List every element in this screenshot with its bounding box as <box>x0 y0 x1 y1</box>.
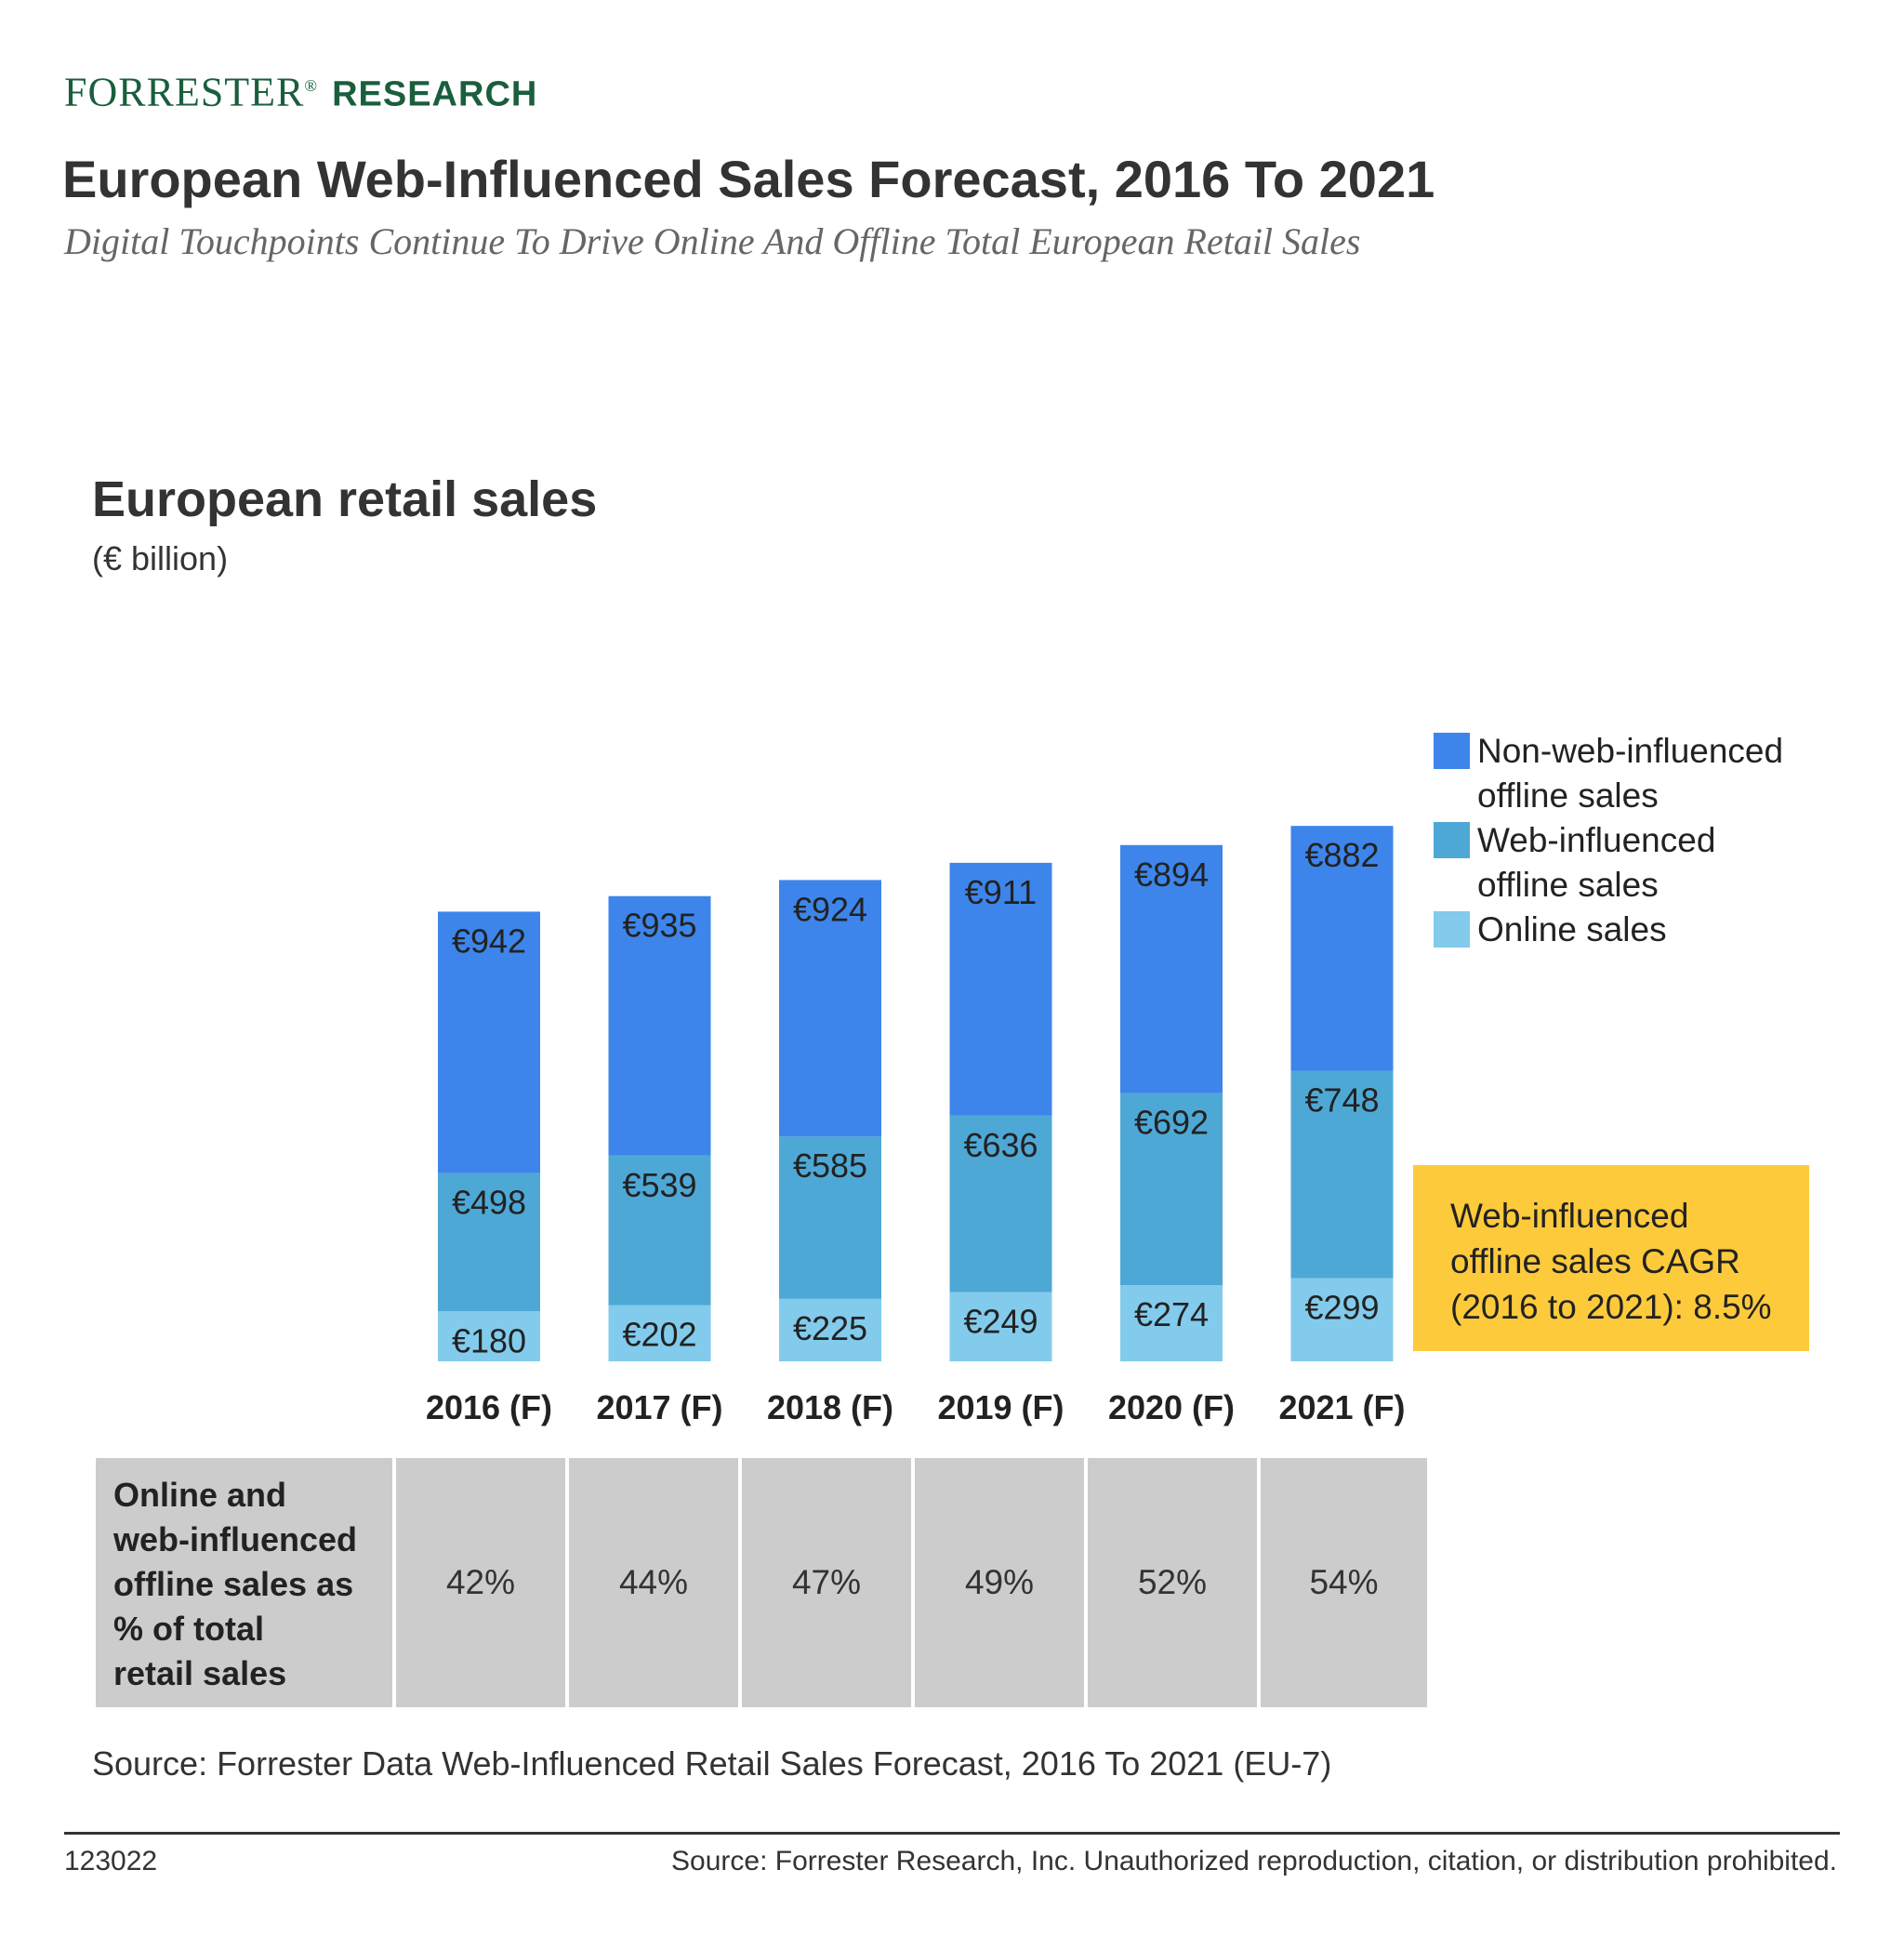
x-tick-label-3: 2019 (F) <box>937 1388 1064 1426</box>
page-subtitle: Digital Touchpoints Continue To Drive On… <box>64 220 1361 262</box>
data-label-non-web-2: €924 <box>793 890 867 928</box>
bar-segment-non-web-3 <box>949 862 1052 1116</box>
share-table: Online and web-influenced offline sales … <box>96 1458 1427 1707</box>
share-cell-2020: 52% <box>1088 1458 1257 1707</box>
share-row-label: Online and web-influenced offline sales … <box>96 1458 392 1707</box>
bar-segment-non-web-1 <box>608 895 711 1156</box>
page-title: European Web-Influenced Sales Forecast, … <box>62 150 1435 208</box>
bar-segment-non-web-2 <box>779 880 881 1137</box>
data-label-online-0: €180 <box>452 1321 526 1359</box>
cagr-callout: Web-influenced offline sales CAGR (2016 … <box>1413 1165 1809 1351</box>
x-tick-label-5: 2021 (F) <box>1278 1388 1405 1426</box>
x-tick-label-0: 2016 (F) <box>426 1388 552 1426</box>
data-label-online-1: €202 <box>622 1316 696 1354</box>
footer-id: 123022 <box>64 1846 158 1876</box>
share-cell-2021: 54% <box>1261 1458 1427 1707</box>
legend-swatch-online <box>1434 911 1470 948</box>
data-label-online-5: €299 <box>1304 1289 1379 1327</box>
data-label-web-3: €636 <box>963 1126 1038 1164</box>
bar-segment-web-3 <box>949 1115 1052 1293</box>
bar-segment-online-2 <box>779 1298 881 1361</box>
legend-swatch-non-web <box>1434 733 1470 769</box>
brand-registered-mark: ® <box>304 76 318 95</box>
bar-segment-non-web-0 <box>438 911 540 1173</box>
data-label-web-2: €585 <box>793 1147 867 1185</box>
data-label-non-web-4: €894 <box>1134 855 1209 894</box>
chart-unit: (€ billion) <box>92 539 229 577</box>
legend-label-online: Online sales <box>1477 910 1667 948</box>
bar-segment-online-0 <box>438 1311 540 1361</box>
data-label-non-web-0: €942 <box>452 921 526 960</box>
x-tick-label-2: 2018 (F) <box>767 1388 893 1426</box>
bar-segment-non-web-4 <box>1120 844 1223 1094</box>
data-label-online-3: €249 <box>963 1303 1038 1341</box>
chart-source-note: Source: Forrester Data Web-Influenced Re… <box>92 1744 1332 1783</box>
bar-segment-web-5 <box>1290 1070 1394 1279</box>
bar-segment-web-4 <box>1120 1093 1223 1286</box>
chart-title: European retail sales <box>92 471 598 527</box>
share-cell-2016: 42% <box>396 1458 565 1707</box>
data-label-web-4: €692 <box>1134 1104 1209 1142</box>
legend-label-non-web: Non-web-influenced offline sales <box>1477 732 1784 815</box>
stacked-bar-chart: €180 €498 €942 2016 (F) €202 €539 €935 2017 (F)… <box>426 826 1406 1426</box>
bar-segment-online-3 <box>949 1292 1052 1361</box>
footer-divider <box>64 1832 1840 1835</box>
legend-swatch-web <box>1434 822 1470 858</box>
x-tick-label-1: 2017 (F) <box>596 1388 722 1426</box>
data-label-online-4: €274 <box>1134 1295 1209 1333</box>
data-label-online-2: €225 <box>793 1309 867 1347</box>
brand-name: FORRESTER <box>64 69 305 115</box>
bar-segment-online-1 <box>608 1305 711 1361</box>
brand-logo: FORRESTER® RESEARCH <box>64 60 537 121</box>
footer-copyright: Source: Forrester Research, Inc. Unautho… <box>671 1846 1837 1876</box>
x-tick-label-4: 2020 (F) <box>1108 1388 1235 1426</box>
bar-segment-web-2 <box>779 1136 881 1299</box>
bar-segment-non-web-5 <box>1290 826 1394 1071</box>
data-label-web-0: €498 <box>452 1184 526 1222</box>
bar-segment-online-5 <box>1290 1278 1394 1361</box>
bar-segment-web-0 <box>438 1173 540 1312</box>
data-label-non-web-1: €935 <box>622 907 696 945</box>
legend-label-web: Web-influenced offline sales <box>1477 821 1716 904</box>
data-label-web-1: €539 <box>622 1166 696 1204</box>
share-cell-2019: 49% <box>915 1458 1084 1707</box>
bar-segment-online-4 <box>1120 1285 1223 1361</box>
brand-subname: RESEARCH <box>332 74 538 114</box>
data-label-web-5: €748 <box>1304 1081 1379 1119</box>
data-label-non-web-5: €882 <box>1304 836 1379 874</box>
share-cell-2018: 47% <box>742 1458 911 1707</box>
data-label-non-web-3: €911 <box>965 873 1037 911</box>
bar-segment-web-1 <box>608 1155 711 1306</box>
share-cell-2017: 44% <box>569 1458 738 1707</box>
